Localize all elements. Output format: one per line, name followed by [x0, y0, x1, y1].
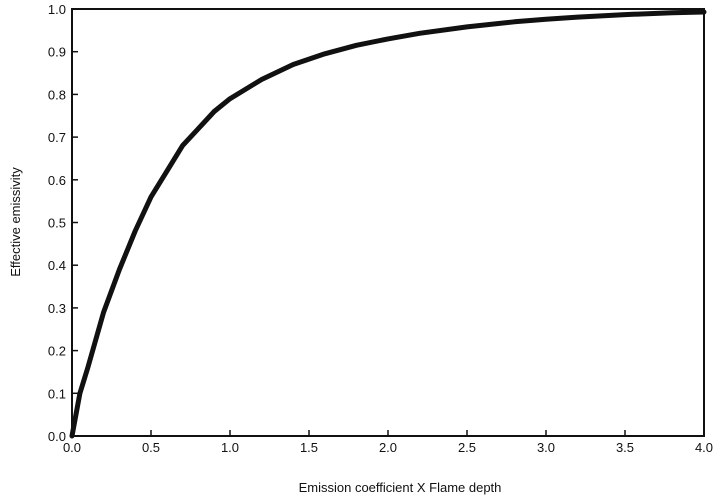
x-tick-label: 2.5: [458, 440, 476, 455]
x-axis-title: Emission coefficient X Flame depth: [299, 480, 502, 495]
x-tick-label: 3.0: [537, 440, 555, 455]
x-tick-label: 0.0: [63, 440, 81, 455]
y-tick-label: 1.0: [48, 2, 66, 17]
y-tick-label: 0.5: [48, 216, 66, 231]
x-tick-label: 1.5: [300, 440, 318, 455]
x-tick-label: 4.0: [695, 440, 713, 455]
x-tick-label: 1.0: [221, 440, 239, 455]
plot-frame: [71, 8, 705, 437]
y-tick-label: 0.7: [48, 130, 66, 145]
y-tick-label: 0.4: [48, 258, 66, 273]
y-tick-label: 0.8: [48, 87, 66, 102]
y-axis-ticks: 0.0 0.1 0.2 0.3 0.4 0.5 0.6 0.7 0.8 0.9 1.0: [48, 2, 78, 444]
y-tick-label: 0.6: [48, 173, 66, 188]
emissivity-curve: [69, 9, 707, 439]
y-tick-label: 0.0: [48, 429, 66, 444]
x-axis-ticks: 0.0 0.5 1.0 1.5 2.0 2.5 3.0 3.5 4.0: [63, 430, 713, 455]
x-tick-label: 2.0: [379, 440, 397, 455]
x-tick-label: 3.5: [616, 440, 634, 455]
y-tick-label: 0.9: [48, 45, 66, 60]
y-tick-label: 0.2: [48, 344, 66, 359]
y-tick-label: 0.1: [48, 386, 66, 401]
y-tick-label: 0.3: [48, 301, 66, 316]
y-axis-title: Effective emissivity: [8, 167, 23, 277]
x-tick-label: 0.5: [142, 440, 160, 455]
